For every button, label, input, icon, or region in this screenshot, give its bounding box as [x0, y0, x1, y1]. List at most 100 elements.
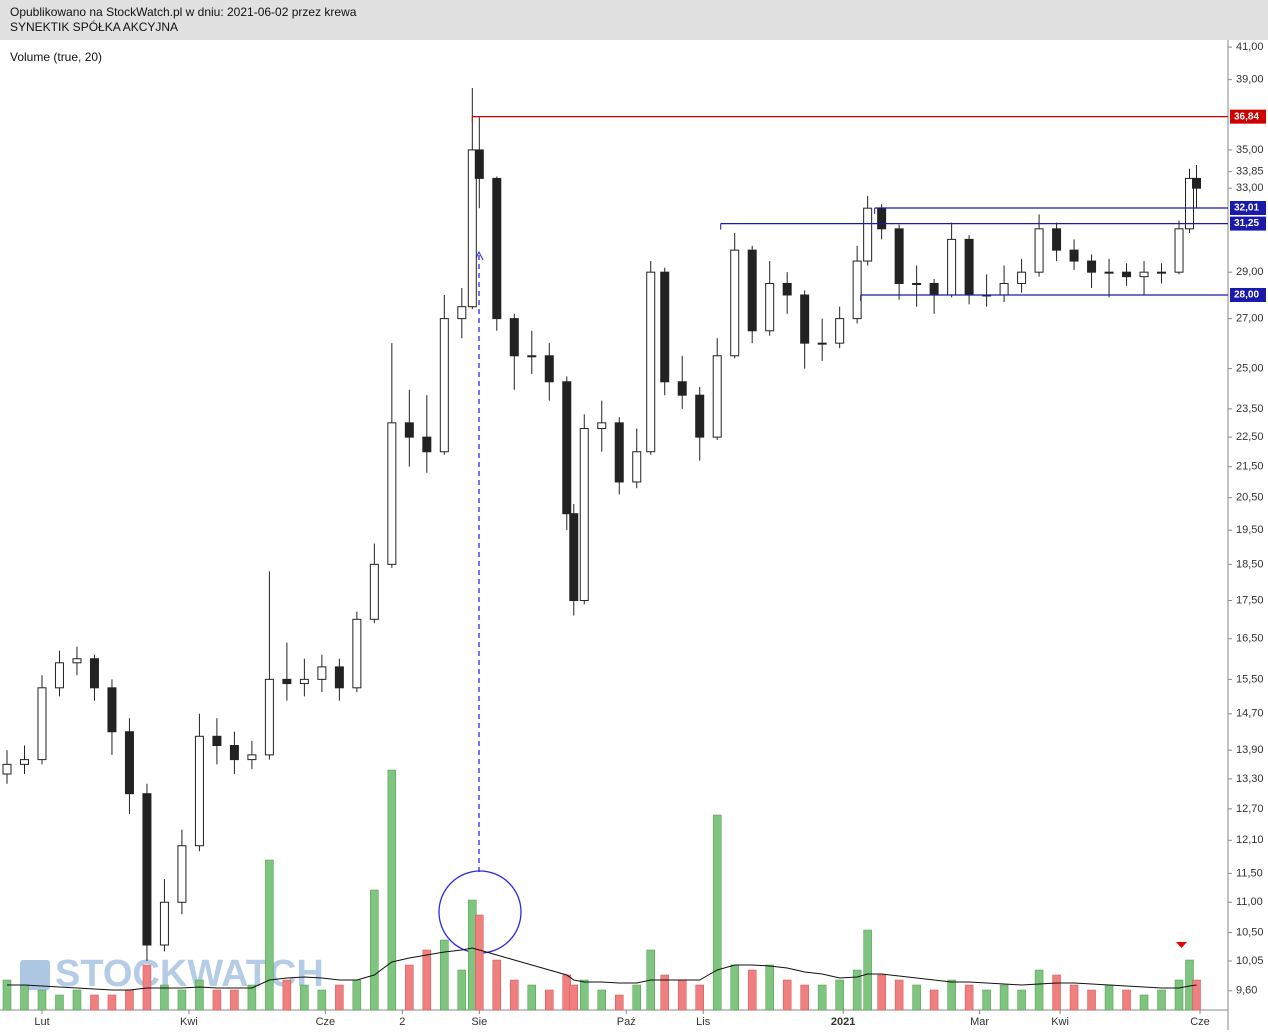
candle-body — [1069, 249, 1079, 262]
signal-marker — [1176, 942, 1187, 948]
candle-body — [863, 207, 873, 262]
volume-bar — [947, 979, 956, 1011]
candle-body — [89, 658, 99, 689]
volume-bar — [440, 939, 449, 1011]
y-tick-label: 17,50 — [1236, 594, 1264, 606]
volume-bar — [1139, 994, 1149, 1011]
volume-bar — [422, 949, 432, 1011]
x-tick-label: Cze — [1190, 1016, 1210, 1028]
x-tick-label: Lis — [696, 1016, 711, 1028]
candle-body — [124, 731, 134, 795]
volume-bar — [1052, 974, 1061, 1011]
volume-bar — [212, 989, 222, 1011]
volume-bar — [230, 989, 239, 1011]
volume-bar — [569, 984, 579, 1011]
candle-body — [1185, 177, 1195, 230]
candle-body — [317, 666, 327, 680]
candle-body — [632, 451, 642, 483]
volume-bar — [545, 989, 554, 1011]
volume-bar — [160, 984, 169, 1011]
volume-bar — [457, 969, 467, 1011]
volume-bar — [614, 994, 624, 1011]
candle-body — [1192, 177, 1202, 189]
volume-bar — [20, 984, 29, 1011]
candle-body — [1139, 271, 1149, 278]
y-tick-label: 11,00 — [1236, 896, 1263, 908]
x-tick-label: Paź — [617, 1016, 636, 1028]
y-tick-label: 27,00 — [1236, 313, 1264, 325]
candle-body — [544, 355, 554, 383]
volume-bar — [747, 969, 757, 1011]
candle-body — [1122, 271, 1132, 278]
candle-body — [877, 207, 887, 230]
volume-bar — [125, 989, 134, 1011]
candle-body — [352, 618, 362, 689]
candle-body — [800, 294, 810, 344]
level-label-bg — [1230, 200, 1266, 215]
watermark-logo — [20, 960, 50, 990]
volume-bar — [817, 984, 827, 1011]
level-label: 32,01 — [1234, 203, 1259, 214]
y-tick-label: 22,50 — [1236, 431, 1264, 443]
y-tick-label: 20,50 — [1236, 492, 1264, 504]
volume-bar — [597, 989, 607, 1011]
candle-body — [509, 318, 519, 357]
candle-body — [247, 754, 257, 761]
volume-bar — [335, 984, 344, 1011]
y-tick-label: 12,70 — [1236, 803, 1264, 815]
volume-bar — [300, 984, 309, 1011]
x-tick-label: 2021 — [831, 1016, 855, 1028]
level-label: 28,00 — [1234, 290, 1259, 301]
y-tick-label: 13,30 — [1236, 773, 1264, 785]
volume-bar — [317, 989, 327, 1011]
candle-body — [212, 735, 222, 747]
volume-bar — [712, 814, 722, 1011]
candle-body — [422, 436, 432, 453]
published-text: Opublikowano na StockWatch.pl w dniu: 20… — [10, 5, 357, 19]
candle-body — [1104, 271, 1114, 274]
volume-bar — [782, 979, 792, 1011]
candle-body — [159, 901, 169, 946]
candle-body — [194, 735, 204, 847]
indicator-label: Volume (true, 20) — [10, 50, 102, 64]
candle-body — [1087, 260, 1097, 273]
volume-bar — [660, 974, 669, 1011]
volume-bar — [1017, 989, 1026, 1011]
candle-body — [929, 282, 939, 296]
candle-body — [299, 678, 309, 685]
y-tick-label: 21,50 — [1236, 461, 1264, 473]
candle-body — [334, 666, 344, 689]
candle-body — [747, 249, 757, 332]
volume-bar — [632, 984, 641, 1011]
header-bar — [0, 0, 1268, 40]
candle-body — [614, 422, 624, 483]
candle-body — [765, 282, 775, 332]
y-tick-label: 18,50 — [1236, 558, 1264, 570]
candle-body — [835, 318, 845, 344]
y-tick-label: 23,50 — [1236, 403, 1264, 415]
level-label: 31,25 — [1234, 218, 1259, 229]
volume-bar — [982, 989, 991, 1011]
volume-bar — [352, 979, 362, 1011]
candle-body — [947, 238, 957, 296]
y-tick-label: 10,05 — [1236, 955, 1264, 967]
y-tick-label: 12,10 — [1236, 834, 1264, 846]
candle-body — [177, 845, 187, 903]
volume-bar — [247, 984, 257, 1011]
candle-body — [1034, 228, 1044, 273]
candle-body — [54, 662, 64, 689]
volume-bar — [1104, 984, 1114, 1011]
x-tick-label: Kwi — [1051, 1016, 1069, 1028]
volume-bar — [37, 989, 47, 1011]
volume-bar — [677, 979, 687, 1011]
candle-body — [1052, 228, 1062, 251]
volume-bar — [695, 984, 704, 1011]
candle-body — [660, 271, 670, 383]
volume-bar — [1069, 984, 1079, 1011]
volume-bar — [72, 989, 82, 1011]
volume-bar — [1034, 969, 1044, 1011]
volume-bar — [852, 969, 862, 1011]
volume-bar — [177, 989, 187, 1011]
candle-body — [439, 318, 449, 453]
level-label-bg — [1230, 109, 1266, 124]
